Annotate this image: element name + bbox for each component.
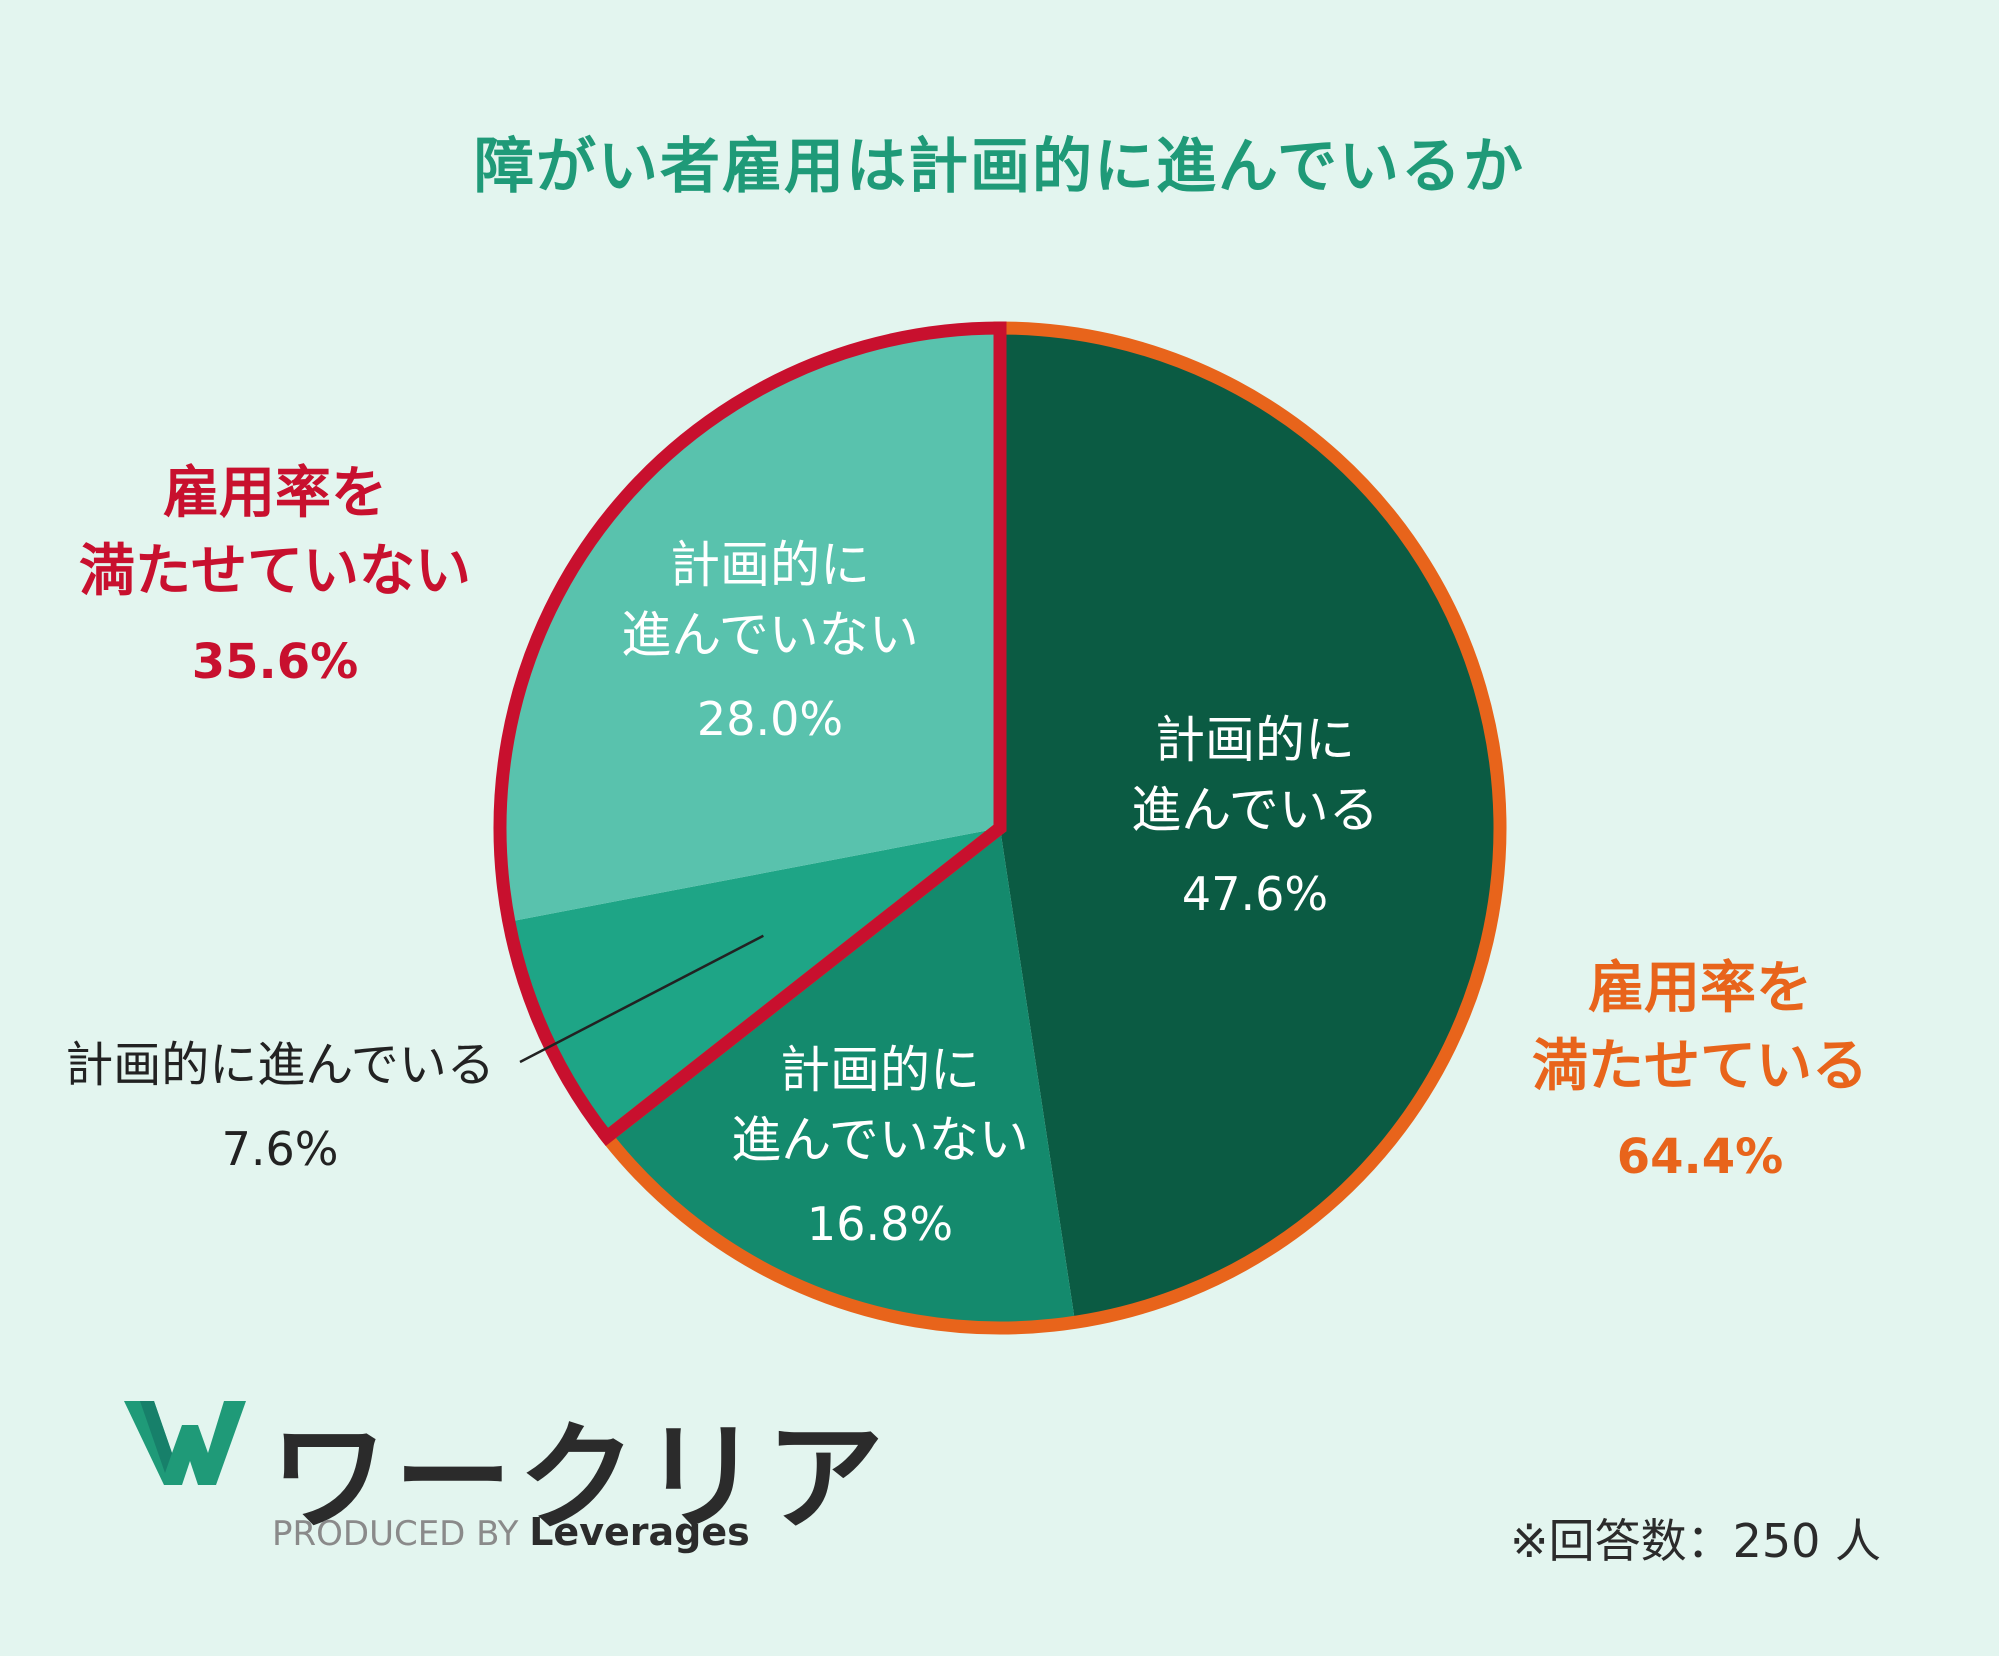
group-label-not-meeting-line2: 満たせていない bbox=[79, 539, 471, 604]
group-label-not-meeting: 雇用率を 満たせていない 35.6% bbox=[40, 455, 510, 701]
slice-label-s1-line1: 計画的に bbox=[780, 1041, 980, 1099]
workclear-logo-icon bbox=[124, 1401, 246, 1485]
chart-title: 障がい者雇用は計画的に進んでいるか bbox=[474, 132, 1525, 202]
slice-label-s2-line1: 計画的に進んでいる bbox=[65, 1037, 495, 1093]
group-label-meeting-line1: 雇用率を bbox=[1588, 956, 1812, 1021]
slice-label-s0-line2: 進んでいる bbox=[1131, 781, 1379, 839]
callout-leader-line bbox=[519, 934, 764, 1064]
slice-label-s1-pct: 16.8% bbox=[806, 1197, 954, 1251]
produced-by-text: PRODUCED BY bbox=[272, 1514, 519, 1554]
pie-slice-0 bbox=[1000, 328, 1501, 1323]
pie-slice-1 bbox=[606, 828, 1076, 1328]
group-label-not-meeting-pct: 35.6% bbox=[191, 634, 359, 690]
group-label-meeting-pct: 64.4% bbox=[1616, 1129, 1784, 1185]
group-label-not-meeting-line1: 雇用率を bbox=[163, 461, 387, 526]
group-label-meeting: 雇用率を 満たせている 64.4% bbox=[1490, 950, 1910, 1196]
slice-label-s3-pct: 28.0% bbox=[696, 692, 844, 746]
slice-label-s0-line1: 計画的に bbox=[1155, 711, 1355, 769]
group-outline-not-meeting bbox=[493, 321, 1007, 1147]
respondent-count-note: ※回答数：250 人 bbox=[1510, 1514, 1881, 1568]
slice-label-s1-line2: 進んでいない bbox=[731, 1111, 1029, 1169]
slice-label-s0: 計画的に 進んでいる 47.6% bbox=[1105, 705, 1405, 929]
slice-label-s3-line2: 進んでいない bbox=[621, 606, 919, 664]
slice-label-s3: 計画的に 進んでいない 28.0% bbox=[590, 530, 950, 754]
brand-name: Leverages bbox=[529, 1510, 750, 1554]
logo-text: ワークリア bbox=[270, 1409, 891, 1547]
slice-label-s3-line1: 計画的に bbox=[670, 536, 870, 594]
group-outline-meeting bbox=[597, 321, 1507, 1335]
slice-label-s2-pct: 7.6% bbox=[221, 1122, 339, 1176]
produced-by: PRODUCED BY Leverages bbox=[272, 1510, 750, 1554]
slice-label-s0-pct: 47.6% bbox=[1181, 867, 1329, 921]
slice-label-s2: 計画的に進んでいる 7.6% bbox=[20, 1030, 540, 1184]
slice-label-s1: 計画的に 進んでいない 16.8% bbox=[700, 1035, 1060, 1259]
pie-slice-2 bbox=[508, 828, 1000, 1137]
group-label-meeting-line2: 満たせている bbox=[1532, 1034, 1868, 1099]
pie-slice-3 bbox=[500, 328, 1000, 922]
